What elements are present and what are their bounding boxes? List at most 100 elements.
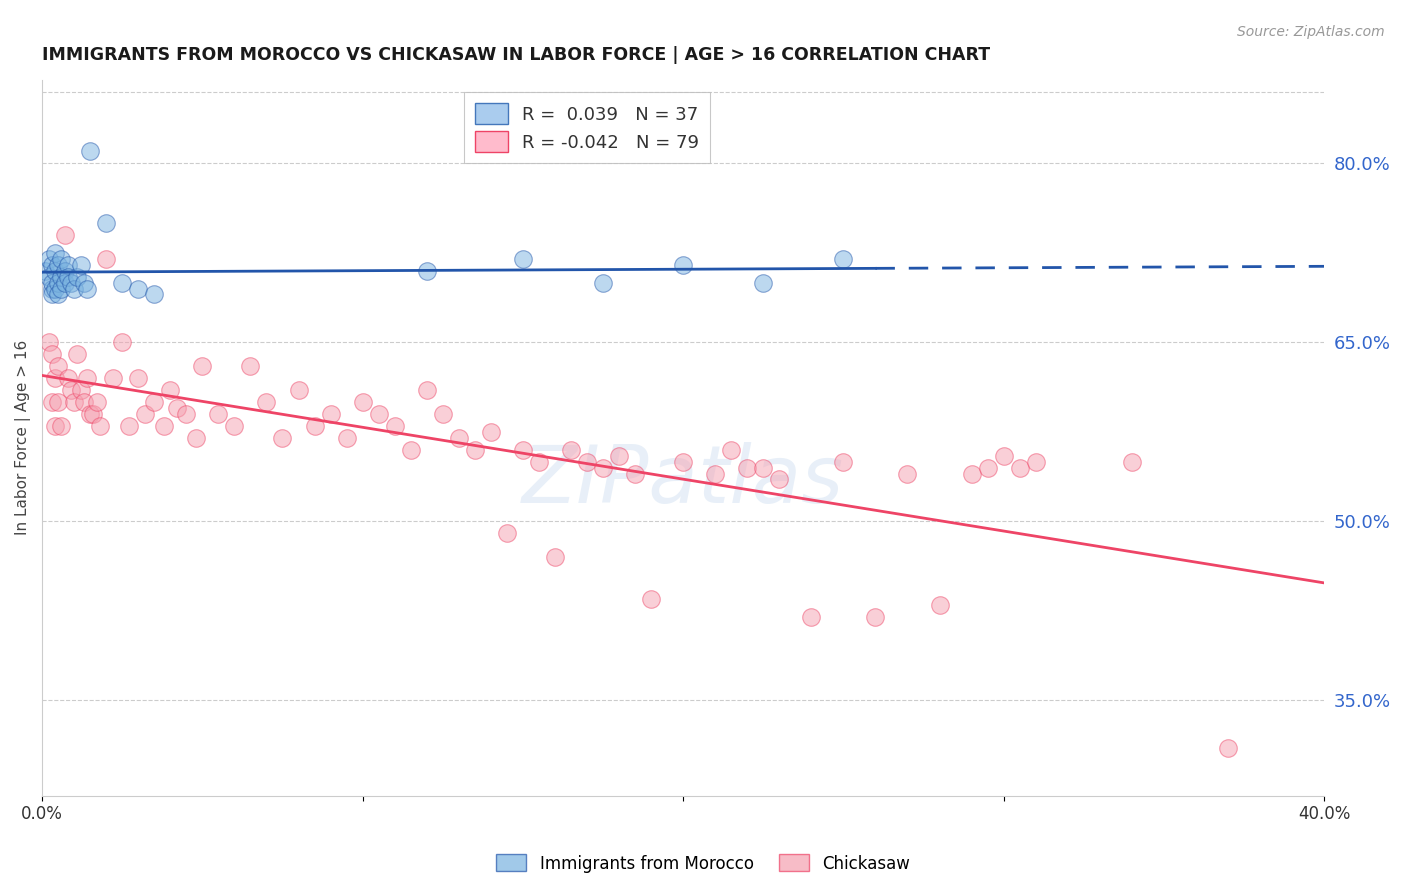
Point bbox=[184, 431, 207, 445]
Point bbox=[59, 276, 82, 290]
Point bbox=[73, 276, 96, 290]
Point bbox=[416, 263, 439, 277]
Text: ZIPatlas: ZIPatlas bbox=[522, 442, 844, 520]
Point bbox=[111, 335, 134, 350]
Point bbox=[76, 371, 98, 385]
Point bbox=[512, 442, 534, 457]
Point bbox=[191, 359, 214, 373]
Point bbox=[63, 281, 86, 295]
Point bbox=[111, 276, 134, 290]
Point bbox=[159, 383, 181, 397]
Point bbox=[46, 276, 69, 290]
Point bbox=[38, 269, 60, 284]
Point bbox=[96, 216, 118, 230]
Point bbox=[79, 407, 101, 421]
Point bbox=[44, 281, 66, 295]
Point bbox=[896, 467, 918, 481]
Point bbox=[46, 359, 69, 373]
Point bbox=[143, 395, 166, 409]
Point bbox=[1121, 454, 1143, 468]
Point bbox=[735, 460, 758, 475]
Point bbox=[51, 281, 73, 295]
Point bbox=[82, 407, 104, 421]
Point bbox=[44, 263, 66, 277]
Point bbox=[96, 252, 118, 266]
Point bbox=[224, 418, 246, 433]
Point bbox=[720, 442, 742, 457]
Point bbox=[53, 276, 76, 290]
Point bbox=[1025, 454, 1047, 468]
Text: IMMIGRANTS FROM MOROCCO VS CHICKASAW IN LABOR FORCE | AGE > 16 CORRELATION CHART: IMMIGRANTS FROM MOROCCO VS CHICKASAW IN … bbox=[42, 46, 990, 64]
Point bbox=[51, 418, 73, 433]
Point bbox=[41, 276, 63, 290]
Point bbox=[865, 609, 887, 624]
Point bbox=[239, 359, 262, 373]
Point bbox=[66, 269, 89, 284]
Point bbox=[624, 467, 647, 481]
Point bbox=[66, 347, 89, 361]
Point bbox=[63, 395, 86, 409]
Point bbox=[592, 460, 614, 475]
Point bbox=[672, 454, 695, 468]
Legend: Immigrants from Morocco, Chickasaw: Immigrants from Morocco, Chickasaw bbox=[489, 847, 917, 880]
Point bbox=[447, 431, 470, 445]
Point bbox=[56, 269, 79, 284]
Point bbox=[399, 442, 422, 457]
Point bbox=[38, 252, 60, 266]
Point bbox=[56, 371, 79, 385]
Point bbox=[51, 252, 73, 266]
Point bbox=[479, 425, 502, 439]
Point bbox=[367, 407, 389, 421]
Point bbox=[1008, 460, 1031, 475]
Point bbox=[69, 258, 91, 272]
Point bbox=[304, 418, 326, 433]
Point bbox=[53, 227, 76, 242]
Point bbox=[575, 454, 598, 468]
Point bbox=[56, 258, 79, 272]
Point bbox=[46, 287, 69, 301]
Point bbox=[464, 442, 486, 457]
Point bbox=[34, 263, 56, 277]
Point bbox=[153, 418, 176, 433]
Point bbox=[384, 418, 406, 433]
Point bbox=[44, 418, 66, 433]
Point bbox=[527, 454, 550, 468]
Point bbox=[640, 591, 662, 606]
Legend: R =  0.039   N = 37, R = -0.042   N = 79: R = 0.039 N = 37, R = -0.042 N = 79 bbox=[464, 92, 710, 163]
Point bbox=[993, 449, 1015, 463]
Point bbox=[89, 418, 111, 433]
Point bbox=[127, 371, 149, 385]
Point bbox=[560, 442, 582, 457]
Text: Source: ZipAtlas.com: Source: ZipAtlas.com bbox=[1237, 25, 1385, 39]
Point bbox=[495, 526, 517, 541]
Point bbox=[117, 418, 139, 433]
Point bbox=[44, 371, 66, 385]
Point bbox=[166, 401, 188, 415]
Point bbox=[976, 460, 998, 475]
Point bbox=[607, 449, 630, 463]
Point bbox=[1216, 741, 1239, 756]
Point bbox=[46, 258, 69, 272]
Point bbox=[352, 395, 374, 409]
Point bbox=[73, 395, 96, 409]
Point bbox=[76, 281, 98, 295]
Point bbox=[256, 395, 278, 409]
Point bbox=[176, 407, 198, 421]
Point bbox=[832, 252, 855, 266]
Point bbox=[432, 407, 454, 421]
Point bbox=[143, 287, 166, 301]
Point bbox=[41, 395, 63, 409]
Point bbox=[51, 269, 73, 284]
Point bbox=[832, 454, 855, 468]
Point bbox=[800, 609, 823, 624]
Point bbox=[134, 407, 156, 421]
Point bbox=[928, 598, 950, 612]
Point bbox=[79, 145, 101, 159]
Point bbox=[53, 263, 76, 277]
Point bbox=[271, 431, 294, 445]
Point bbox=[41, 287, 63, 301]
Point bbox=[336, 431, 359, 445]
Point bbox=[544, 550, 567, 565]
Point bbox=[46, 395, 69, 409]
Y-axis label: In Labor Force | Age > 16: In Labor Force | Age > 16 bbox=[15, 340, 31, 535]
